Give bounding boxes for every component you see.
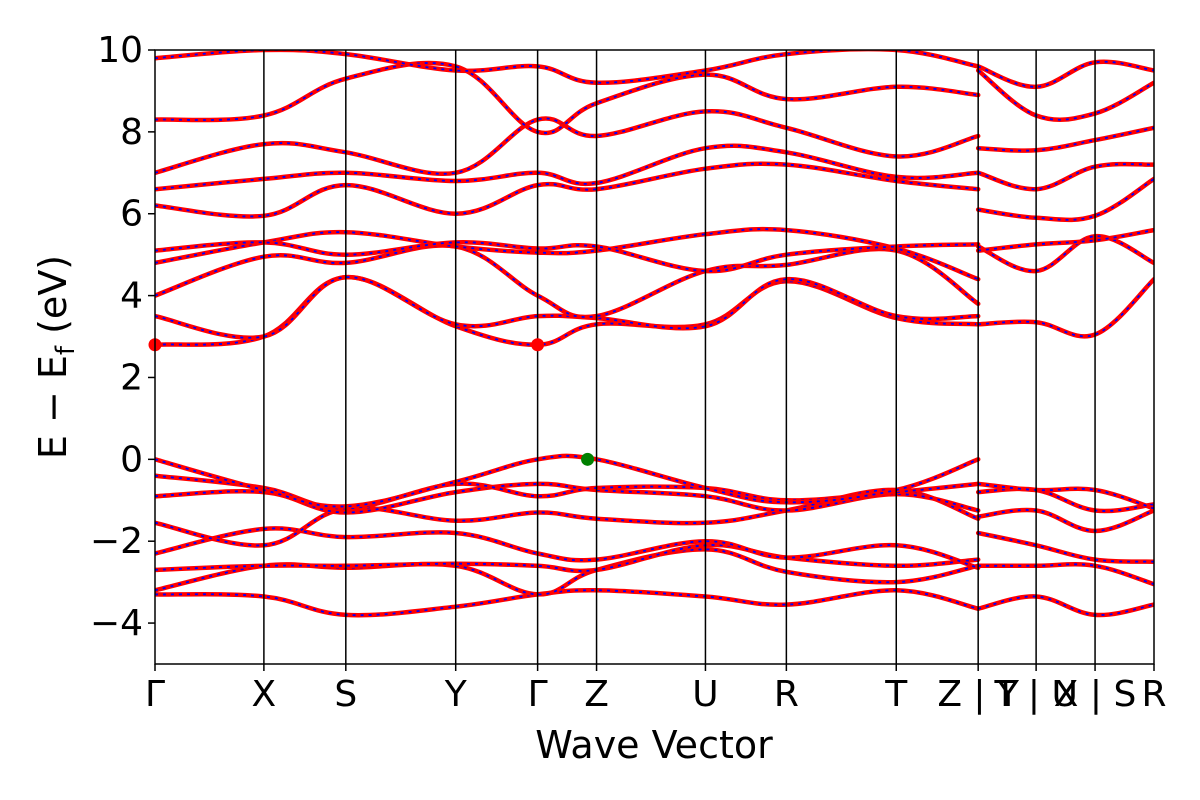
x-tick-label-10: T | U (993, 674, 1077, 715)
band-line-7 (155, 453, 981, 509)
band-line-14 (155, 143, 981, 192)
x-tick-label-0: Γ (145, 674, 165, 715)
band-line-overlay-25 (977, 235, 1154, 272)
band-line-overlay-7 (155, 454, 979, 508)
y-tick-label-2: 0 (120, 439, 143, 480)
band-line-29 (975, 125, 1154, 153)
y-axis-title-sub: f (51, 345, 81, 355)
band-line-overlay-29 (978, 126, 1154, 152)
band-line-overlay-2 (155, 544, 979, 572)
y-tick-label-5: 6 (120, 194, 143, 235)
y-tick-label-0: −4 (90, 603, 143, 644)
band-line-overlay-14 (155, 144, 979, 191)
band-line-11 (155, 226, 981, 282)
y-axis-title-main: E − E (31, 355, 75, 459)
band-line-overlay-18 (978, 595, 1154, 616)
x-tick-label-4: Γ (528, 674, 548, 715)
band-line-overlay-16 (155, 62, 979, 134)
y-tick-label-4: 4 (120, 276, 143, 317)
y-tick-label-6: 8 (120, 112, 143, 153)
x-tick-label-2: S (334, 674, 357, 715)
band-line-overlay-0 (155, 589, 979, 617)
band-line-24 (975, 276, 1154, 339)
band-line-overlay-27 (978, 178, 1154, 221)
bands-layer (155, 50, 1154, 618)
y-tick-label-1: −2 (90, 521, 143, 562)
y-axis-title-unit: (eV) (31, 255, 75, 346)
band-line-13 (155, 161, 981, 219)
band-line-overlay-13 (155, 162, 979, 218)
x-axis-title: Wave Vector (535, 723, 773, 767)
band-line-overlay-20 (978, 532, 1154, 563)
band-edge-marker-1 (531, 338, 545, 352)
band-line-28 (975, 161, 1154, 192)
kpoint-divider-lines (263, 50, 1096, 664)
band-line-overlay-19 (978, 563, 1154, 586)
band-line-overlay-24 (978, 278, 1154, 338)
x-tick-label-5: Z (584, 674, 609, 715)
y-axis-title: E − Ef (eV) (31, 255, 81, 459)
band-line-20 (975, 530, 1154, 564)
band-line-overlay-9 (155, 276, 979, 339)
band-line-overlay-23 (978, 483, 1154, 510)
y-tick-label-3: 2 (120, 357, 143, 398)
x-tick-label-1: X (252, 674, 277, 715)
plot-frame (154, 49, 1155, 665)
x-tick-label-12: R (1141, 674, 1166, 715)
band-line-overlay-1 (155, 548, 979, 596)
x-tick-label-6: U (692, 674, 718, 715)
band-line-19 (975, 562, 1154, 587)
band-line-overlay-30 (977, 69, 1154, 121)
band-line-31 (975, 59, 1154, 90)
band-line-overlay-22 (978, 487, 1154, 512)
band-line-21 (975, 507, 1154, 534)
y-axis-ticks: −4 −2 0 2 4 6 8 10 (90, 30, 155, 644)
x-tick-label-9: Z | Y (937, 674, 1020, 715)
band-line-17 (155, 50, 981, 85)
y-tick-label-7: 10 (97, 30, 143, 71)
band-line-overlay-26 (978, 229, 1154, 252)
band-edge-markers (148, 338, 595, 466)
band-line-overlay-12 (155, 241, 979, 272)
x-tick-label-8: T (884, 674, 908, 715)
band-line-9 (155, 274, 981, 340)
x-tick-label-11: X | S (1054, 674, 1137, 715)
band-edge-marker-2 (581, 452, 595, 466)
band-line-overlay-3 (155, 527, 979, 569)
band-line-10 (155, 243, 981, 320)
x-tick-label-3: Y (444, 674, 468, 715)
x-tick-label-7: R (774, 674, 799, 715)
